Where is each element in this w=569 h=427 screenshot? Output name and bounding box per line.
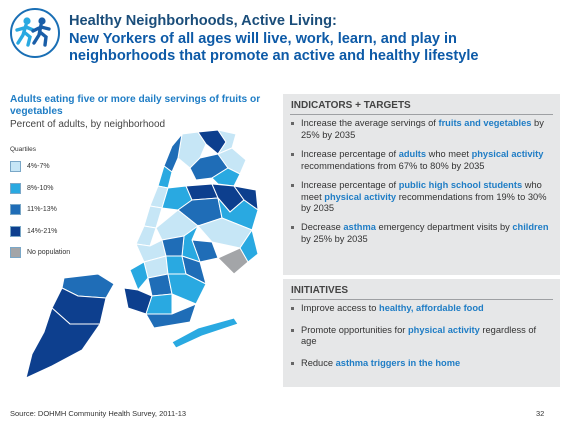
map-region-rockaway bbox=[171, 317, 239, 349]
map-heading: Adults eating five or more daily serving… bbox=[10, 94, 261, 117]
list-item: Increase percentage of adults who meet p… bbox=[291, 149, 553, 172]
map-region-manhattan-north bbox=[163, 132, 183, 173]
divider bbox=[290, 299, 553, 300]
legend-item: 11%-13% bbox=[10, 204, 70, 215]
list-item: Increase the average servings of fruits … bbox=[291, 118, 553, 141]
nyc-neighborhood-map bbox=[25, 129, 259, 379]
map-region-brooklyn-coney bbox=[145, 303, 197, 329]
title-line-2: New Yorkers of all ages will live, work,… bbox=[69, 30, 457, 47]
initiatives-heading: INITIATIVES bbox=[291, 285, 349, 296]
indicators-heading: INDICATORS + TARGETS bbox=[291, 100, 411, 111]
legend-swatch bbox=[10, 161, 21, 172]
legend-item: 14%-21% bbox=[10, 225, 70, 237]
map-region-brooklyn-canarsie bbox=[167, 273, 207, 305]
legend-item: No population bbox=[10, 247, 70, 258]
map-heading-block: Adults eating five or more daily serving… bbox=[10, 94, 270, 131]
indicators-list: Increase the average servings of fruits … bbox=[291, 118, 553, 253]
legend-item: 8%-10% bbox=[10, 182, 70, 194]
initiatives-panel: INITIATIVES Improve access to healthy, a… bbox=[283, 279, 560, 387]
title-line-3: neighborhoods that promote an active and… bbox=[69, 48, 479, 65]
legend-label: 8%-10% bbox=[27, 184, 54, 192]
map-legend: Quartiles 4%-7% 8%-10% 11%-13% 14%-21% N… bbox=[10, 146, 70, 269]
legend-title: Quartiles bbox=[10, 146, 37, 153]
list-item: Increase percentage of public high schoo… bbox=[291, 180, 553, 215]
legend-label: 4%-7% bbox=[27, 163, 50, 170]
map-region-brooklyn-bedstuy bbox=[161, 235, 185, 257]
page-number: 32 bbox=[536, 409, 545, 418]
legend-label: No population bbox=[27, 249, 71, 256]
legend-swatch bbox=[10, 182, 21, 194]
map-region-staten-south bbox=[25, 307, 101, 379]
legend-label: 14%-21% bbox=[27, 227, 58, 235]
list-item: Improve access to healthy, affordable fo… bbox=[291, 303, 553, 315]
legend-swatch bbox=[10, 225, 21, 237]
source-note: Source: DOHMH Community Health Survey, 2… bbox=[10, 409, 187, 418]
legend-label: 11%-13% bbox=[27, 206, 57, 213]
indicators-panel: INDICATORS + TARGETS Increase the averag… bbox=[283, 94, 560, 275]
map-region-manhattan-lower bbox=[135, 225, 157, 247]
running-children-icon bbox=[10, 8, 60, 58]
legend-swatch bbox=[10, 204, 21, 215]
divider bbox=[290, 114, 553, 115]
initiatives-list: Improve access to healthy, affordable fo… bbox=[291, 303, 553, 377]
title-line-1: Healthy Neighborhoods, Active Living: bbox=[69, 13, 337, 29]
map-region-bronx-east bbox=[217, 147, 247, 175]
map-subheading: Percent of adults, by neighborhood bbox=[10, 119, 166, 130]
legend-swatch bbox=[10, 247, 21, 258]
map-region-no-population-airport bbox=[217, 247, 249, 275]
legend-item: 4%-7% bbox=[10, 161, 70, 172]
list-item: Reduce asthma triggers in the home bbox=[291, 358, 553, 370]
page-title: Healthy Neighborhoods, Active Living: Ne… bbox=[69, 13, 564, 66]
list-item: Promote opportunities for physical activ… bbox=[291, 325, 553, 348]
map-region-brooklyn-sunset bbox=[129, 261, 149, 291]
list-item: Decrease asthma emergency department vis… bbox=[291, 222, 553, 245]
